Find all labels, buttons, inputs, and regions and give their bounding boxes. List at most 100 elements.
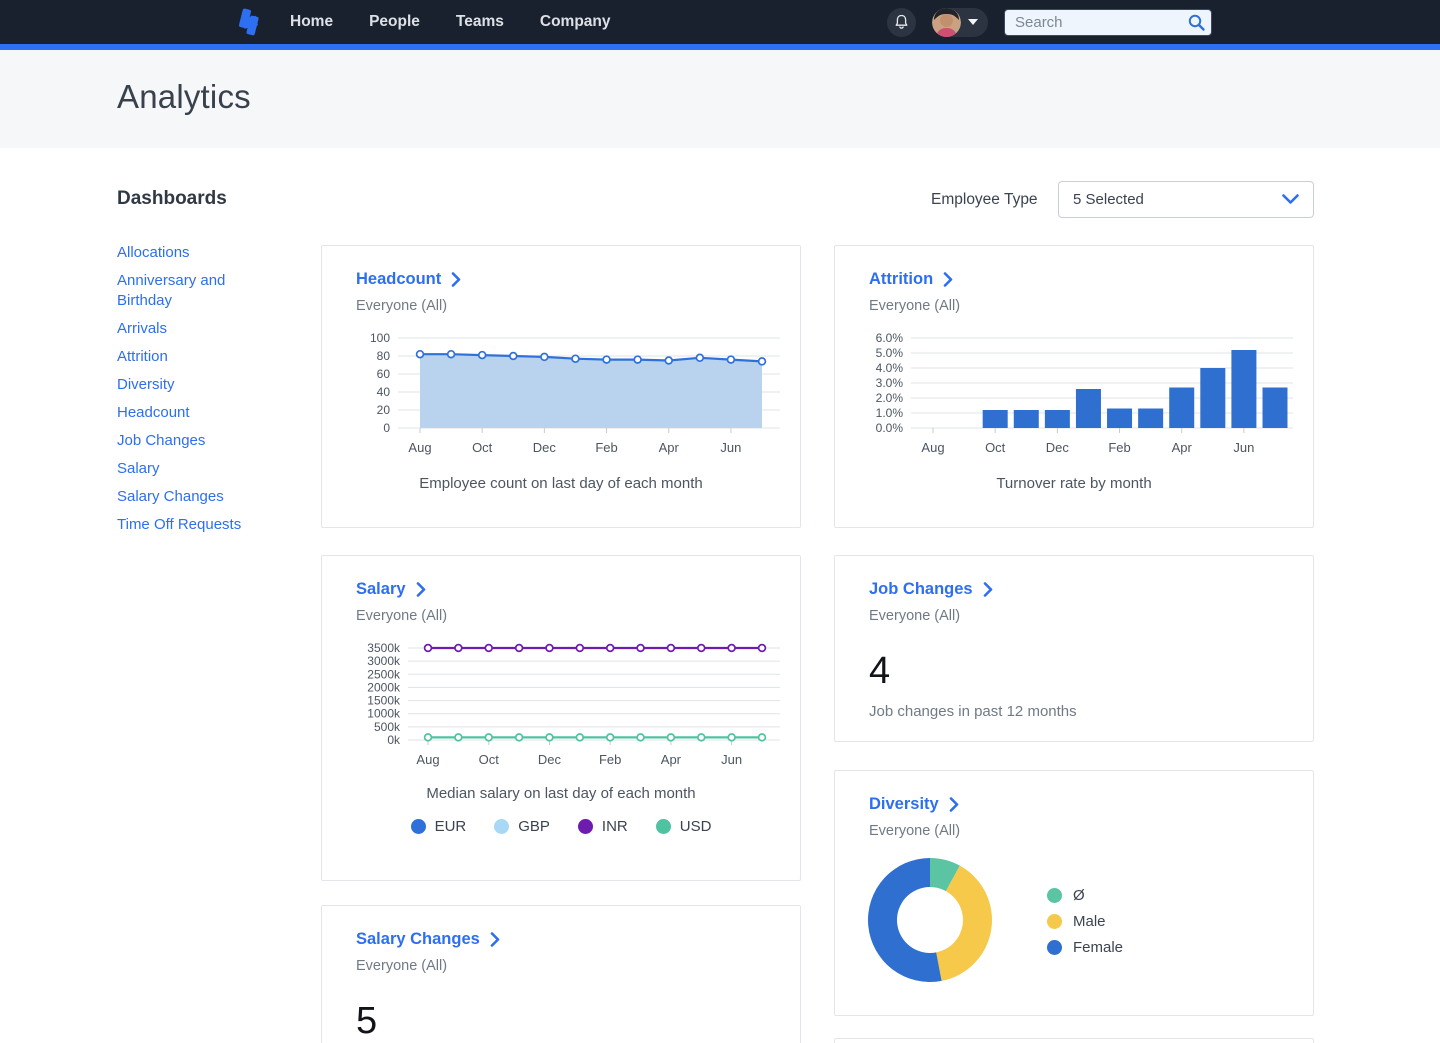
search-icon[interactable] — [1187, 13, 1206, 32]
legend-item-female: Female — [1047, 939, 1123, 956]
sidebar-item-salary[interactable]: Salary — [117, 459, 265, 479]
svg-text:2000k: 2000k — [367, 680, 401, 694]
svg-text:3000k: 3000k — [367, 654, 401, 668]
attrition-card-subtitle: Everyone (All) — [869, 298, 1313, 314]
svg-text:Dec: Dec — [533, 440, 557, 455]
job-changes-caption: Job changes in past 12 months — [869, 703, 1313, 720]
salary-card-link[interactable]: Salary — [356, 580, 800, 599]
legend-dot — [578, 819, 593, 834]
job-changes-card-link[interactable]: Job Changes — [869, 580, 1313, 599]
top-nav: Home People Teams Company — [0, 0, 1440, 44]
partial-card — [834, 1038, 1314, 1043]
primary-nav: Home People Teams Company — [290, 13, 611, 31]
chevron-down-icon — [968, 19, 978, 25]
legend-dot — [411, 819, 426, 834]
legend-label: Ø — [1073, 887, 1085, 904]
legend-label: INR — [602, 818, 628, 835]
diversity-card: Diversity Everyone (All) Ø Male Female — [834, 770, 1314, 1016]
chevron-right-icon — [983, 582, 993, 597]
avatar — [932, 8, 961, 37]
search-input[interactable] — [1004, 9, 1212, 36]
salary-changes-card: Salary Changes Everyone (All) 5 — [321, 905, 801, 1043]
svg-text:Aug: Aug — [408, 440, 431, 455]
svg-text:500k: 500k — [374, 720, 401, 734]
legend-label: Female — [1073, 939, 1123, 956]
chevron-right-icon — [949, 797, 959, 812]
svg-text:0.0%: 0.0% — [876, 421, 904, 435]
page-header: Analytics — [0, 50, 1440, 148]
diversity-card-link[interactable]: Diversity — [869, 795, 1313, 814]
headcount-card-title[interactable]: Headcount — [356, 270, 441, 289]
svg-text:6.0%: 6.0% — [876, 331, 904, 345]
analytics-page: Home People Teams Company — [0, 0, 1440, 1043]
svg-text:Apr: Apr — [659, 440, 680, 455]
nav-item-people[interactable]: People — [369, 13, 420, 31]
user-menu[interactable] — [932, 8, 988, 37]
nav-item-teams[interactable]: Teams — [456, 13, 504, 31]
sidebar-item-time-off-requests[interactable]: Time Off Requests — [117, 515, 265, 535]
chevron-down-icon — [1282, 194, 1299, 205]
svg-text:Aug: Aug — [921, 440, 944, 455]
job-changes-card-title[interactable]: Job Changes — [869, 580, 973, 599]
chevron-right-icon — [416, 582, 426, 597]
employee-type-value: 5 Selected — [1073, 191, 1144, 208]
attrition-chart: 0.0%1.0%2.0%3.0%4.0%5.0%6.0%AugOctDecFeb… — [851, 328, 1298, 460]
sidebar-item-salary-changes[interactable]: Salary Changes — [117, 487, 265, 507]
legend-item-usd: USD — [656, 818, 712, 835]
headcount-chart: 020406080100AugOctDecFebAprJun — [338, 328, 785, 460]
nav-right-cluster — [887, 8, 1212, 37]
salary-changes-card-link[interactable]: Salary Changes — [356, 930, 800, 949]
sidebar-item-headcount[interactable]: Headcount — [117, 403, 265, 423]
legend-label: Male — [1073, 913, 1106, 930]
job-changes-value: 4 — [869, 650, 1313, 693]
svg-text:Oct: Oct — [472, 440, 493, 455]
sidebar-item-diversity[interactable]: Diversity — [117, 375, 265, 395]
legend-item-male: Male — [1047, 913, 1123, 930]
namely-logo-icon[interactable] — [232, 5, 266, 39]
sidebar-item-attrition[interactable]: Attrition — [117, 347, 265, 367]
attrition-card-link[interactable]: Attrition — [869, 270, 1313, 289]
salary-card-title[interactable]: Salary — [356, 580, 406, 599]
svg-text:0k: 0k — [387, 733, 401, 747]
sidebar-item-arrivals[interactable]: Arrivals — [117, 319, 265, 339]
sidebar-item-job-changes[interactable]: Job Changes — [117, 431, 265, 451]
sidebar-item-anniversary-birthday[interactable]: Anniversary and Birthday — [117, 271, 265, 311]
attrition-card: Attrition Everyone (All) 0.0%1.0%2.0%3.0… — [834, 245, 1314, 528]
legend-dot — [494, 819, 509, 834]
svg-text:1.0%: 1.0% — [876, 406, 904, 420]
employee-type-select[interactable]: 5 Selected — [1058, 181, 1314, 218]
diversity-card-title[interactable]: Diversity — [869, 795, 939, 814]
svg-text:Jun: Jun — [1233, 440, 1254, 455]
page-title: Analytics — [117, 78, 251, 116]
headcount-card-link[interactable]: Headcount — [356, 270, 800, 289]
svg-text:Aug: Aug — [416, 752, 439, 767]
salary-changes-value: 5 — [356, 1000, 800, 1043]
legend-dot — [656, 819, 671, 834]
nav-item-company[interactable]: Company — [540, 13, 611, 31]
nav-item-home[interactable]: Home — [290, 13, 333, 31]
salary-chart-legend: EURGBPINRUSD — [322, 818, 800, 835]
salary-changes-card-title[interactable]: Salary Changes — [356, 930, 480, 949]
attrition-chart-caption: Turnover rate by month — [835, 475, 1313, 492]
chevron-right-icon — [490, 932, 500, 947]
attrition-card-title[interactable]: Attrition — [869, 270, 933, 289]
sidebar-item-allocations[interactable]: Allocations — [117, 243, 265, 263]
diversity-card-subtitle: Everyone (All) — [869, 823, 1313, 839]
bell-icon — [894, 14, 909, 30]
salary-card-subtitle: Everyone (All) — [356, 608, 800, 624]
svg-text:Feb: Feb — [599, 752, 621, 767]
svg-text:80: 80 — [377, 349, 391, 363]
svg-text:Oct: Oct — [479, 752, 500, 767]
chevron-right-icon — [451, 272, 461, 287]
svg-text:0: 0 — [383, 421, 390, 435]
employee-type-label: Employee Type — [931, 191, 1038, 209]
job-changes-card: Job Changes Everyone (All) 4 Job changes… — [834, 555, 1314, 742]
svg-text:Feb: Feb — [1108, 440, 1130, 455]
dashboards-heading: Dashboards — [117, 188, 227, 210]
svg-text:4.0%: 4.0% — [876, 361, 904, 375]
svg-text:2500k: 2500k — [367, 667, 401, 681]
svg-text:3500k: 3500k — [367, 641, 401, 655]
svg-text:Dec: Dec — [1046, 440, 1070, 455]
notifications-button[interactable] — [887, 8, 916, 37]
salary-chart: 0k500k1000k1500k2000k2500k3000k3500kAugO… — [338, 638, 785, 770]
